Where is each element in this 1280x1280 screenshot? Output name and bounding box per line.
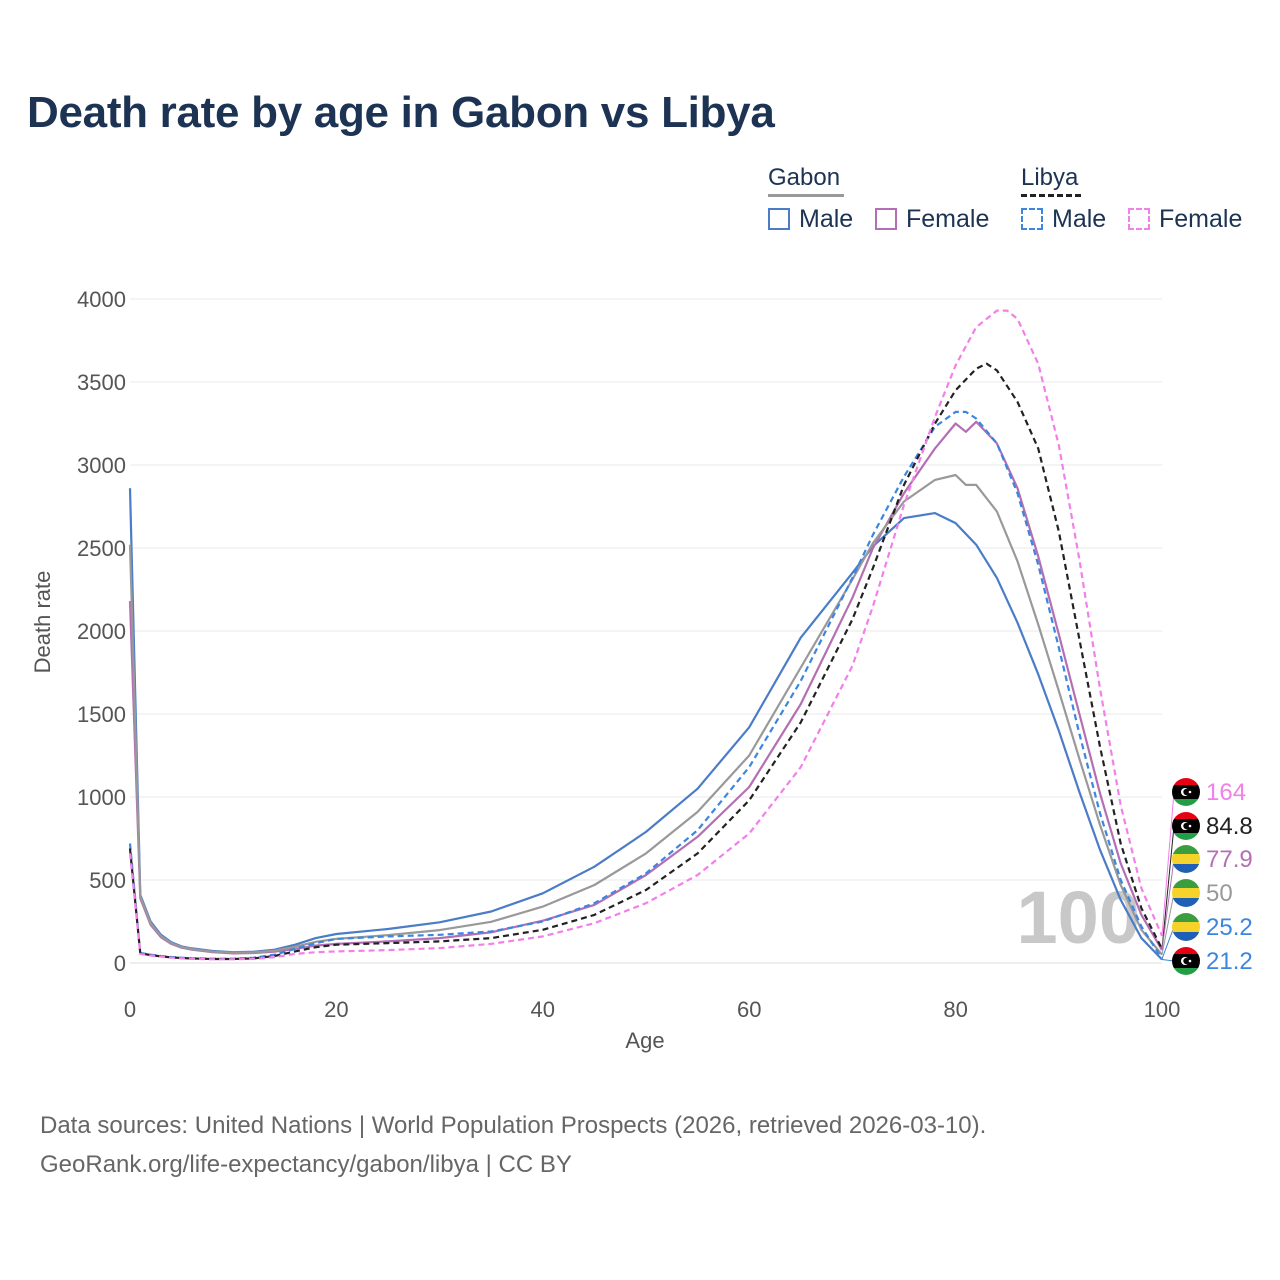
x-tick-label: 40 xyxy=(531,997,555,1022)
y-tick-label: 2500 xyxy=(77,536,126,561)
end-value-label: 25.2 xyxy=(1206,914,1253,941)
y-tick-label: 1000 xyxy=(77,785,126,810)
line-chart: 0 500 1000 1500 2000 2500 3000 3500 4000 0 20 40 60… xyxy=(30,287,1253,1053)
flag-marker-gabon xyxy=(1172,879,1200,907)
end-value-label: 84.8 xyxy=(1206,813,1253,840)
flag-marker-gabon xyxy=(1172,845,1200,873)
watermark-year: 100 xyxy=(1017,876,1140,959)
end-value-label: 50 xyxy=(1206,880,1233,907)
y-axis-label: Death rate xyxy=(30,571,55,674)
flag-marker-libya xyxy=(1172,778,1200,806)
y-tick-label: 2000 xyxy=(77,619,126,644)
x-tick-label: 100 xyxy=(1144,997,1181,1022)
y-axis: 0 500 1000 1500 2000 2500 3000 3500 4000 xyxy=(77,287,126,976)
source-line-1: Data sources: United Nations | World Pop… xyxy=(40,1112,987,1139)
x-tick-label: 0 xyxy=(124,997,136,1022)
series-line-gabon-total xyxy=(128,473,1163,956)
flag-marker-libya xyxy=(1172,812,1200,840)
end-value-label: 164 xyxy=(1206,779,1246,806)
flag-marker-libya xyxy=(1172,947,1200,975)
x-tick-label: 80 xyxy=(943,997,967,1022)
series-line-libya-total xyxy=(128,362,1163,961)
gridlines xyxy=(130,298,1162,964)
y-tick-label: 1500 xyxy=(77,702,126,727)
y-tick-label: 500 xyxy=(89,868,126,893)
y-tick-label: 4000 xyxy=(77,287,126,312)
x-axis-label: Age xyxy=(625,1028,664,1053)
y-tick-label: 3000 xyxy=(77,453,126,478)
chart-title: Death rate by age in Gabon vs Libya xyxy=(27,88,775,137)
y-tick-label: 3500 xyxy=(77,370,126,395)
end-value-label: 21.2 xyxy=(1206,948,1253,975)
x-axis: 0 20 40 60 80 100 xyxy=(124,997,1180,1022)
series-line-libya-female xyxy=(128,309,1164,961)
series-lines xyxy=(128,309,1164,961)
y-tick-label: 0 xyxy=(114,951,126,976)
end-value-label: 77.9 xyxy=(1206,846,1253,873)
source-note: Data sources: United Nations | World Pop… xyxy=(40,1106,986,1184)
series-line-libya-male xyxy=(128,410,1163,960)
flag-marker-gabon xyxy=(1172,913,1200,941)
x-tick-label: 20 xyxy=(324,997,348,1022)
end-labels: 164 84.8 77.9 50 25.2 21.2 xyxy=(1161,778,1253,975)
source-line-2[interactable]: GeoRank.org/life-expectancy/gabon/libya … xyxy=(40,1151,572,1178)
x-tick-label: 60 xyxy=(737,997,761,1022)
